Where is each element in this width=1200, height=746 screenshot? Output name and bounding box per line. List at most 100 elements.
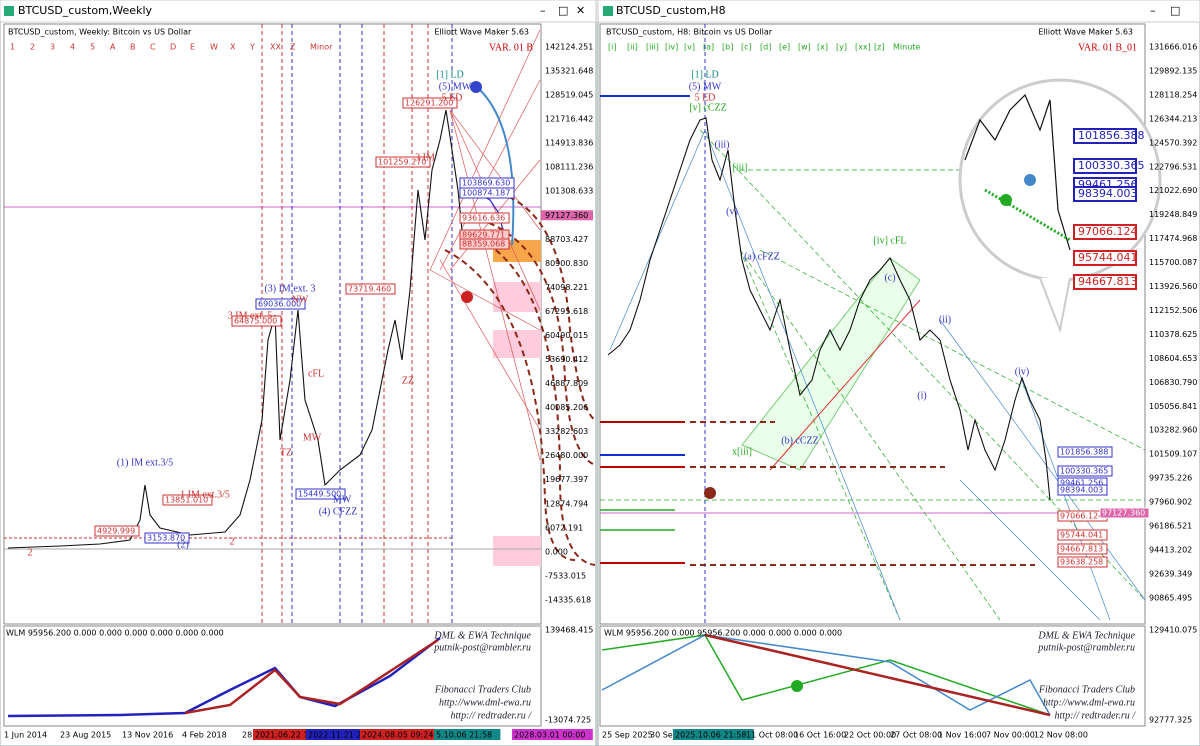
degree-button: Minor (310, 43, 333, 52)
wave-label: (iii) (715, 139, 730, 150)
zoom-box-bg (1073, 186, 1137, 202)
price-label: 101509.107 (1149, 450, 1197, 459)
wave-label: 1 IM ext.3/5 (180, 489, 230, 500)
price-box-bg (345, 283, 396, 295)
wave-label: (1) IM ext.3/5 (117, 457, 173, 468)
degree-button: 3 (50, 43, 55, 52)
date-label: 1 Jun 2014 (4, 731, 47, 740)
price-label: 110378.625 (1149, 330, 1197, 339)
date-label: 25 Sep 2025 (602, 731, 653, 740)
price-label: 90865.495 (1149, 593, 1192, 602)
degree-button: 5 (90, 43, 95, 52)
price-box: 103869.630 (462, 179, 510, 188)
close[interactable]: ✕ (576, 4, 585, 17)
window-title: BTCUSD_custom,Weekly (18, 4, 153, 17)
degree-button: [w] (798, 43, 811, 52)
sub-axis: 92777.325 (1149, 716, 1192, 725)
degree-button: W (210, 43, 218, 52)
price-box: 13851.010 (165, 496, 208, 505)
degree-button: [v] (684, 43, 695, 52)
price-label: 126344.213 (1149, 114, 1197, 123)
price-label: -14335.618 (545, 595, 591, 604)
price-label: 121022.690 (1149, 186, 1197, 195)
degree-button: Z (290, 43, 296, 52)
degree-button: Minute (893, 43, 920, 52)
price-label: 6072.191 (545, 523, 583, 532)
price-box: 100874.187 (462, 189, 510, 198)
price-label: 103282.960 (1149, 426, 1197, 435)
zoom-box: 94667.813 (1078, 275, 1138, 288)
wave-label: [1] LD (691, 69, 719, 80)
price-label: 53690.412 (545, 355, 588, 364)
wave-label: 2 (230, 536, 235, 547)
price-box-bg (1057, 465, 1113, 477)
variant: VAR. 01 B (489, 42, 533, 53)
min[interactable]: – (1150, 4, 1156, 17)
price-label: 94413.202 (1149, 545, 1192, 554)
degree-button: [x] (817, 43, 828, 52)
degree-button: A (110, 43, 116, 52)
price-label: 67295.618 (545, 307, 588, 316)
wave-label: 3 IM (415, 152, 435, 163)
indicator-name: Elliott Wave Maker 5.63 (1038, 28, 1133, 37)
wave-label: (4) CFZZ (319, 506, 358, 517)
zoom-box: 95744.041 (1078, 251, 1138, 264)
price-label: 135321.648 (545, 67, 593, 76)
degree-button: [ii] (627, 43, 638, 52)
wave-label: 2 (28, 547, 33, 558)
price-label: 131666.016 (1149, 43, 1197, 52)
icon (603, 6, 613, 16)
wave-label: (3) IM ext. 3 (264, 283, 315, 294)
degree-button: [b] (722, 43, 733, 52)
wave-label: x[iii] (732, 446, 752, 457)
left-sub (3, 625, 542, 727)
price-box-bg (94, 525, 140, 537)
degree-button: [y] (836, 43, 847, 52)
price-box-bg (1057, 543, 1108, 555)
degree-button: [a] (703, 43, 714, 52)
wave-label: 5 ED (442, 92, 463, 103)
max[interactable]: □ (558, 4, 568, 17)
zoom-box: 98394.003 (1078, 187, 1138, 200)
zoom-box-bg (1073, 158, 1137, 174)
degree-button: [d] (760, 43, 771, 52)
watermark: Fibonacci Traders Club (1038, 684, 1135, 695)
price-box-bg (459, 212, 510, 224)
price-label: 113926.560 (1149, 282, 1197, 291)
price-label: 0.000 (545, 547, 568, 556)
price-box: 4929.999 (97, 527, 135, 536)
min[interactable]: – (540, 4, 546, 17)
icon (4, 6, 14, 16)
watermark: putnik-post@rambler.ru (433, 642, 531, 653)
date-label: 16 Oct 16:00 (794, 731, 846, 740)
price-box: 69036.000 (258, 300, 301, 309)
watermark: http:// redtrader.ru / (1055, 710, 1137, 721)
price-label: 40085.206 (545, 403, 588, 412)
window-title: BTCUSD_custom,H8 (616, 4, 726, 17)
right-titlebar (597, 0, 1200, 23)
sub-header: WLM 95956.200 0.000 95956.200 0.000 0.00… (604, 629, 842, 638)
wave-label: 3 IM ext. 5 (228, 310, 272, 321)
price-box: 98394.003 (1060, 486, 1103, 495)
variant: VAR. 01 B_01 (1078, 42, 1137, 53)
price-label: 122796.531 (1149, 162, 1197, 171)
price-label: 19677.397 (545, 475, 588, 484)
price-label: 114913.836 (545, 139, 593, 148)
price-hl (541, 210, 593, 221)
date-label: 2028.03.01 00:00 (514, 731, 585, 740)
wave-label: (i) (917, 390, 926, 401)
sub-axis: -13074.725 (545, 716, 591, 725)
degree-button: 4 (70, 43, 75, 52)
left-decor (4, 24, 596, 718)
date-label: 22 Oct 00:00 (844, 731, 896, 740)
degree-button: [z] (874, 43, 884, 52)
price-label: 115700.087 (1149, 258, 1197, 267)
price-label: 128118.254 (1149, 90, 1197, 99)
date-label: 1 Nov 16:00 (938, 731, 987, 740)
zoom-box: 101856.388 (1078, 129, 1144, 142)
max[interactable]: □ (1170, 4, 1180, 17)
price-box: 93638.258 (1060, 558, 1103, 567)
wave-label: TZ (280, 447, 292, 458)
price-label: 97127.360 (545, 211, 588, 220)
price-label: 108111.236 (545, 163, 593, 172)
